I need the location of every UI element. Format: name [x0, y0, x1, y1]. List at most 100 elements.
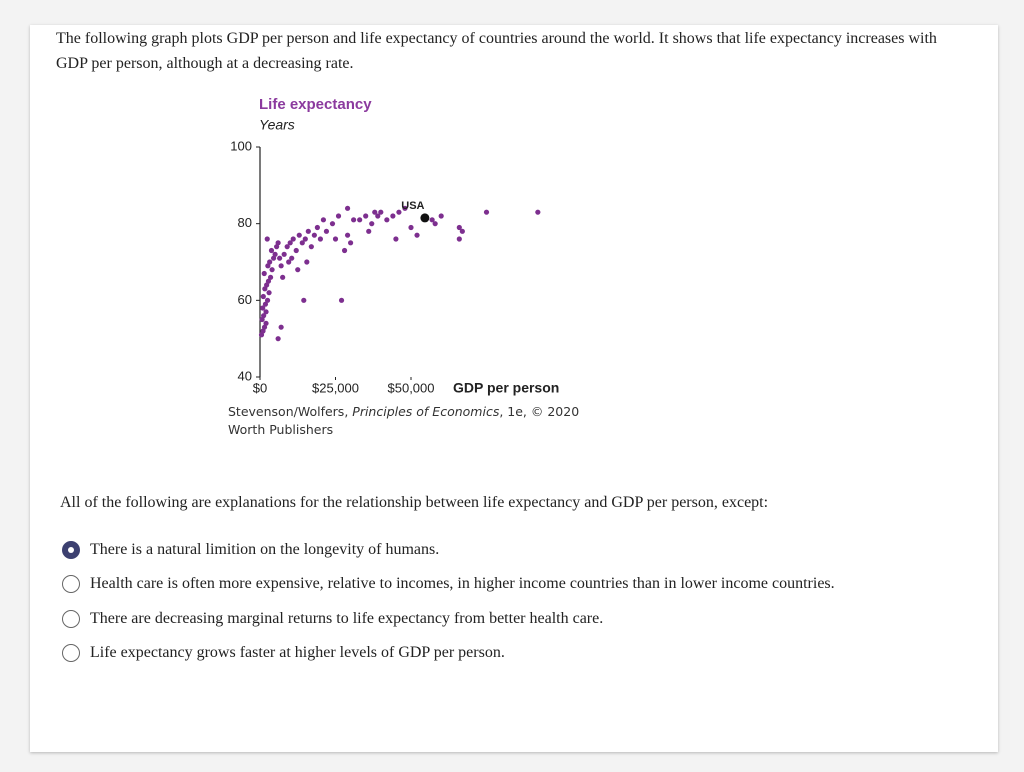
point	[262, 301, 269, 307]
point	[357, 217, 363, 223]
option[interactable]: There are decreasing marginal returns to…	[62, 608, 603, 630]
point	[302, 236, 308, 242]
question-card	[30, 25, 998, 752]
point	[459, 228, 465, 234]
point	[308, 244, 314, 250]
point	[261, 270, 267, 277]
radio-button[interactable]	[62, 575, 80, 594]
point	[535, 209, 541, 215]
point	[483, 209, 490, 215]
option[interactable]: Health care is often more expensive, rel…	[62, 573, 835, 595]
source-book: Principles of Economics	[352, 404, 500, 419]
x-tick-label: $50,000	[388, 380, 435, 395]
source-text: , 1e, © 2020	[499, 404, 580, 419]
x-tick-label: $25,000	[312, 380, 359, 395]
x-axis-label: GDP per person	[453, 380, 559, 396]
point	[332, 236, 339, 242]
point	[341, 247, 348, 254]
point	[408, 224, 414, 231]
point	[390, 213, 396, 219]
point	[375, 213, 381, 219]
point	[272, 251, 278, 257]
point	[299, 240, 305, 246]
point	[456, 236, 462, 242]
point	[265, 278, 272, 284]
point	[305, 228, 311, 234]
y-tick-label: 80	[238, 215, 252, 230]
radio-button[interactable]	[62, 643, 80, 662]
point	[275, 336, 281, 342]
point	[278, 324, 284, 330]
point	[264, 236, 270, 242]
point	[393, 236, 399, 242]
point	[260, 293, 266, 300]
point	[363, 213, 369, 219]
option-text[interactable]: There is a natural limition on the longe…	[90, 541, 440, 558]
point	[281, 251, 287, 257]
point	[323, 228, 330, 234]
point	[295, 267, 301, 273]
point	[369, 221, 375, 227]
radio-button[interactable]	[62, 541, 80, 559]
highlight-point	[420, 213, 430, 223]
point	[277, 255, 283, 261]
y-tick-label: 100	[230, 138, 252, 153]
point	[286, 259, 292, 265]
point	[429, 217, 435, 223]
point	[335, 213, 342, 219]
point	[301, 297, 307, 303]
option-text[interactable]: There are decreasing marginal returns to…	[90, 609, 604, 627]
radio-button[interactable]	[62, 609, 80, 628]
point	[263, 320, 269, 326]
option[interactable]: Life expectancy grows faster at higher l…	[62, 642, 505, 664]
point	[314, 224, 320, 231]
point	[348, 240, 354, 246]
point	[456, 224, 462, 231]
point	[304, 259, 310, 265]
point	[290, 236, 296, 242]
point	[338, 297, 345, 303]
option-text[interactable]: Life expectancy grows faster at higher l…	[90, 643, 505, 661]
source-text: Worth Publishers	[228, 422, 334, 437]
chart-source: Stevenson/Wolfers, Principles of Economi…	[228, 403, 579, 439]
point	[384, 217, 390, 223]
point	[351, 217, 357, 223]
annotation: USA	[401, 200, 424, 212]
point	[372, 209, 378, 215]
point	[402, 205, 408, 211]
point	[344, 205, 351, 211]
point	[317, 236, 323, 242]
point	[320, 217, 327, 223]
source-text: Stevenson/Wolfers,	[228, 404, 353, 419]
point	[278, 263, 284, 269]
point	[378, 209, 384, 215]
point	[296, 232, 302, 238]
y-tick-label: 40	[238, 368, 252, 383]
point	[267, 259, 273, 265]
point	[280, 274, 286, 280]
intro-text: The following graph plots GDP per person…	[56, 30, 937, 72]
point	[261, 313, 267, 319]
point	[260, 305, 266, 311]
point	[264, 297, 271, 303]
point	[263, 309, 269, 315]
point	[267, 274, 274, 280]
y-tick-label: 60	[238, 292, 252, 307]
point	[293, 247, 299, 254]
option-text[interactable]: Health care is often more expensive, rel…	[90, 575, 835, 593]
point	[414, 232, 420, 238]
question-text: All of the following are explanations fo…	[60, 494, 769, 511]
option[interactable]: There is a natural limition on the longe…	[62, 539, 439, 561]
chart-subtitle: Years	[259, 117, 295, 133]
point	[344, 232, 351, 238]
point	[396, 209, 402, 215]
point	[432, 221, 438, 227]
point	[366, 228, 372, 234]
point	[268, 247, 275, 254]
point	[329, 221, 336, 227]
x-tick-label: $0	[253, 380, 267, 395]
point	[284, 244, 290, 250]
point	[275, 240, 281, 246]
point	[266, 290, 272, 296]
